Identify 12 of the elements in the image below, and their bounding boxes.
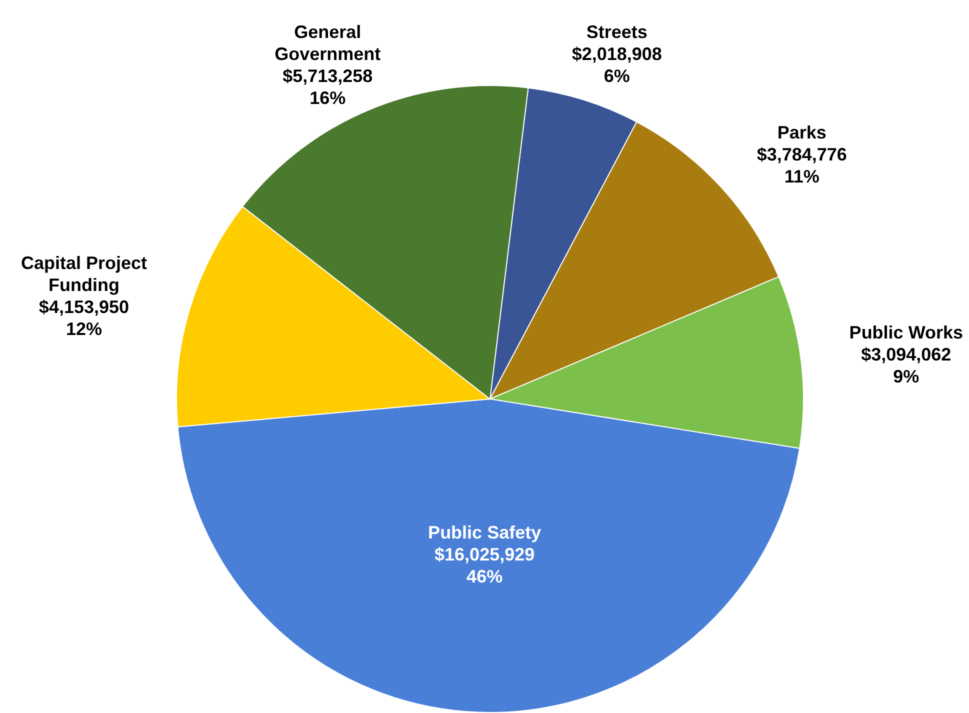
data-label: $3,094,062 9% — [861, 344, 952, 386]
slice-label: Capital Project Funding — [20, 253, 147, 296]
slice-label: Public Safety — [428, 522, 542, 543]
data-label: $2,018,908 6% — [572, 44, 662, 86]
slice-label: Parks — [777, 122, 826, 142]
data-label: $4,153,950 12% — [38, 297, 130, 340]
slice-label: Public Works — [849, 322, 964, 342]
data-label: $16,025,929 46% — [434, 544, 535, 587]
slice-label: Streets — [586, 22, 648, 42]
data-label: $5,713,258 16% — [282, 66, 373, 108]
data-label: $3,784,776 11% — [756, 144, 847, 186]
slice-label: General Government — [274, 22, 381, 64]
